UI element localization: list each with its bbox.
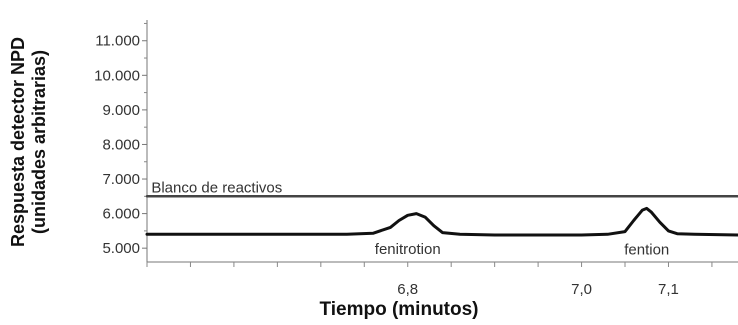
y-axis-title-line1: Respuesta detector NPD	[8, 37, 28, 247]
y-tick-label: 11.000	[95, 33, 140, 50]
x-tick-label: 6,8	[397, 281, 418, 298]
y-axis-title-line2: (unidades arbitrarias)	[29, 50, 49, 234]
y-tick-label: 10.000	[94, 67, 140, 84]
y-tick-label: 5.000	[102, 240, 140, 257]
y-tick-label: 8.000	[102, 136, 140, 153]
y-tick-label: 9.000	[102, 102, 140, 119]
x-ticks: 6,8 7,0 7,1	[146, 262, 713, 298]
annotation-label: Blanco de reactivos	[151, 180, 282, 197]
series-line-sample	[145, 206, 738, 237]
annotations: Blanco de reactivos fenitrotion fention	[151, 180, 669, 259]
x-tick-label: 7,0	[571, 281, 592, 298]
x-axis-title: Tiempo (minutos)	[319, 299, 478, 320]
x-tick-label: 7,1	[658, 281, 679, 298]
y-tick-label: 6.000	[102, 206, 140, 223]
plot-area: 5.000 6.000 7.000 8.000 9.000 10.000 11.000 6,…	[94, 20, 738, 298]
annotation-label: fention	[624, 242, 669, 259]
annotation-label: fenitrotion	[375, 241, 441, 258]
series-group	[145, 195, 738, 237]
y-ticks: 5.000 6.000 7.000 8.000 9.000 10.000 11.000	[94, 22, 147, 257]
y-tick-label: 7.000	[102, 171, 140, 188]
